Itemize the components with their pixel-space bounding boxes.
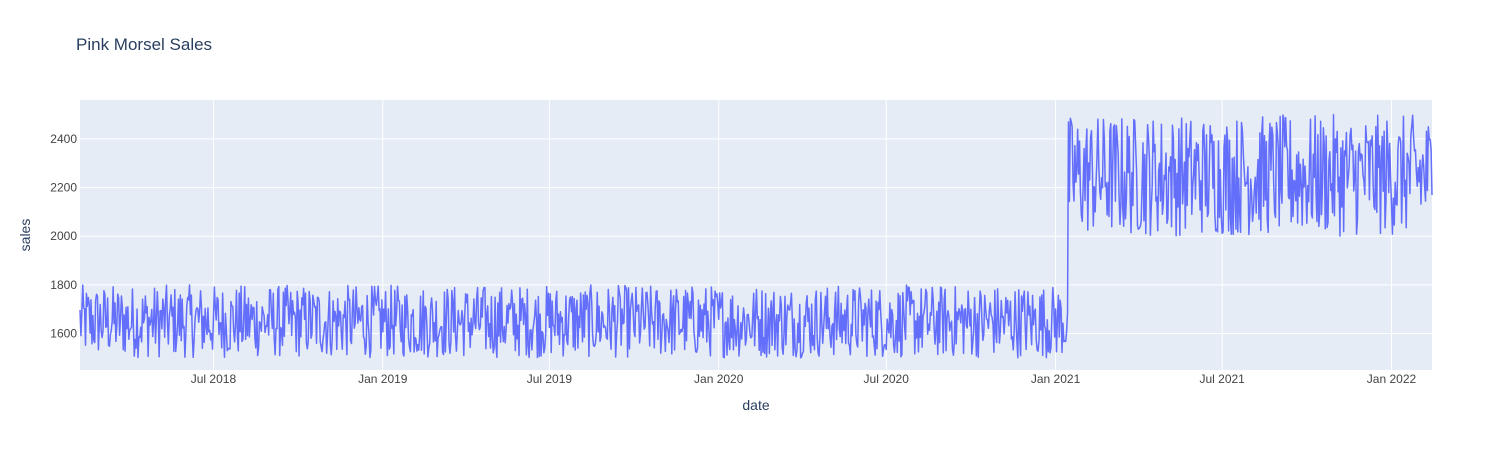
x-tick-label: Jul 2019 [527,372,573,386]
x-tick-label: Jan 2021 [1031,372,1081,386]
x-tick-label: Jul 2018 [191,372,237,386]
y-tick-label: 1800 [50,278,77,292]
series-line [79,113,1433,359]
y-tick-label: 2000 [50,229,77,243]
x-tick-label: Jul 2021 [1199,372,1245,386]
y-tick-label: 2400 [50,132,77,146]
y-axis-label: sales [17,219,33,252]
x-tick-label: Jan 2019 [358,372,408,386]
x-tick-label: Jan 2022 [1367,372,1417,386]
x-tick-label: Jul 2020 [864,372,910,386]
x-axis-label: date [742,397,769,413]
x-tick-label: Jan 2020 [694,372,744,386]
y-tick-label: 2200 [50,181,77,195]
x-axis-ticks: Jul 2018 Jan 2019 Jul 2019 Jan 2020 Jul 2020… [191,372,1417,386]
chart-title: Pink Morsel Sales [76,35,212,54]
y-axis-ticks: 1600 1800 2000 2200 2400 [50,132,77,341]
series-layer [79,113,1433,359]
y-tick-label: 1600 [50,327,77,341]
